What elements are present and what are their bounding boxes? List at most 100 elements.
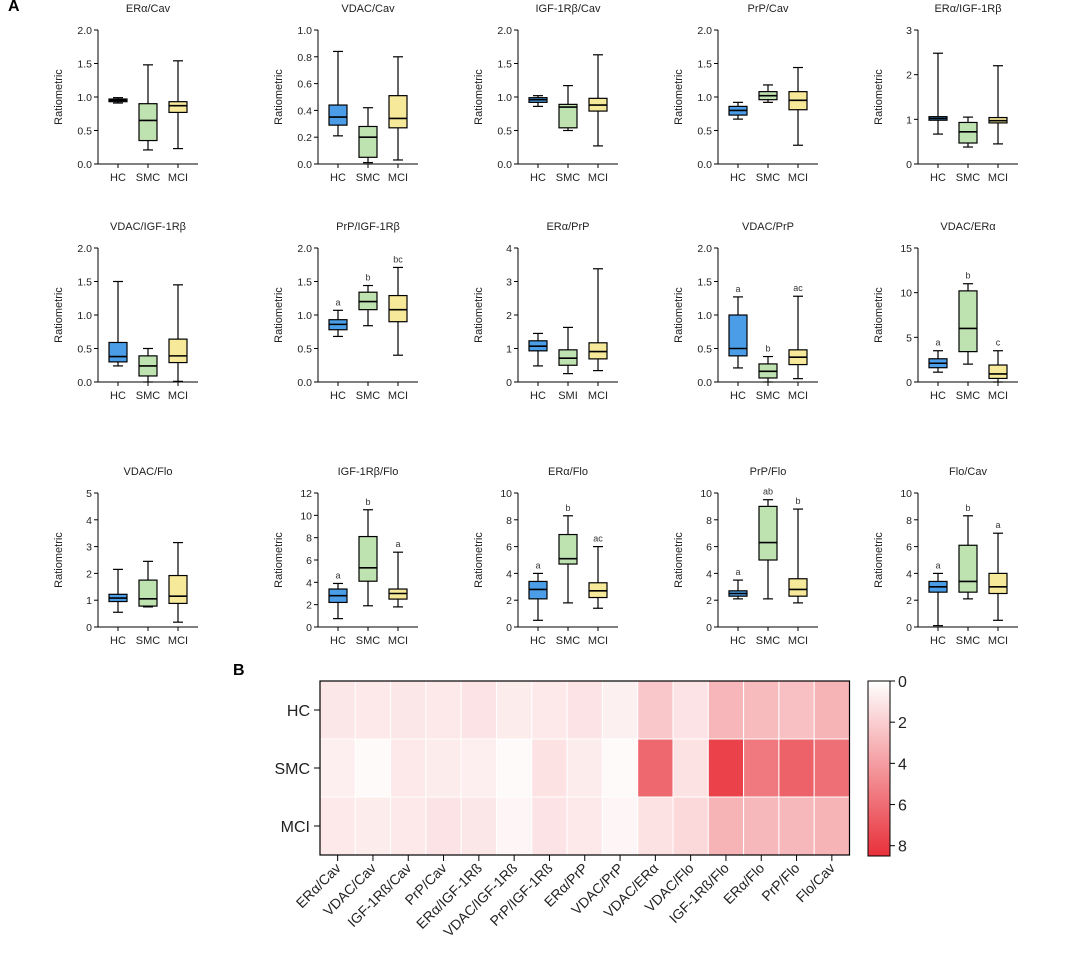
y-tick-label: 0	[906, 622, 912, 634]
y-tick-label: 0.0	[77, 159, 92, 171]
significance-letter: ab	[763, 487, 773, 497]
box-mci	[168, 574, 188, 605]
heatmap-cell	[496, 738, 533, 798]
boxplot-chart: VDAC/ERα Ratiometric 0 5 10 15 HC a SMC b MCI c	[873, 221, 1018, 402]
box-mci	[988, 572, 1008, 595]
y-tick-label: 0.5	[297, 344, 312, 356]
colorbar-tick-label: 2	[898, 715, 907, 732]
box-smc	[558, 103, 578, 129]
x-tick-label: HC	[110, 635, 126, 647]
heatmap-cell	[460, 680, 498, 740]
y-axis-label: Ratiometric	[473, 287, 485, 343]
x-tick-label: HC	[110, 172, 126, 184]
box-mci	[788, 578, 808, 597]
heatmap-cell	[743, 680, 780, 740]
y-tick-label: 2	[506, 310, 512, 322]
x-tick-label: MCI	[788, 172, 808, 184]
heatmap-chart: HCSMCMCIERα/CavVDAC/CavIGF-1Rß/CavPrP/Ca…	[274, 674, 907, 940]
chart-title: VDAC/ERα	[940, 221, 996, 233]
y-tick-label: 0.0	[297, 377, 312, 389]
chart-title: ERα/PrP	[546, 221, 589, 233]
y-tick-label: 0	[906, 377, 912, 389]
y-tick-label: 0.5	[77, 344, 92, 356]
y-tick-label: 8	[706, 515, 712, 527]
significance-letter: a	[335, 570, 340, 580]
heatmap-cell	[637, 738, 674, 798]
heatmap-cell	[390, 796, 427, 856]
chart-title: ERα/Cav	[126, 3, 171, 15]
panel-label-b: B	[233, 662, 245, 679]
x-tick-label: SMC	[136, 172, 161, 184]
x-tick-label: SMC	[136, 390, 161, 402]
colorbar-tick-label: 4	[898, 756, 907, 773]
heatmap-cell	[778, 680, 815, 740]
significance-letter: b	[365, 273, 370, 283]
x-tick-label: MCI	[168, 172, 188, 184]
y-tick-label: 1.0	[697, 92, 712, 104]
y-tick-label: 1.5	[77, 277, 92, 289]
y-tick-label: 0.0	[497, 159, 512, 171]
chart-title: IGF-1Rβ/Cav	[535, 3, 601, 15]
significance-letter: b	[965, 503, 970, 513]
heatmap-column-label: Flo/Cav	[793, 860, 838, 905]
colorbar	[867, 680, 891, 857]
y-tick-label: 15	[900, 243, 912, 255]
y-axis-label: Ratiometric	[473, 532, 485, 588]
x-tick-label: SMC	[756, 635, 781, 647]
y-tick-label: 4	[906, 568, 912, 580]
significance-letter: bc	[393, 254, 403, 264]
boxplot-chart: VDAC/IGF-1Rβ Ratiometric 0.0 0.5 1.0 1.5 2.0 HC…	[53, 221, 198, 402]
y-tick-label: 0	[306, 622, 312, 634]
y-tick-label: 10	[500, 488, 512, 500]
boxplot-chart: ERα/Flo Ratiometric 0 2 4 6 8 10 HC a SMC b MCI ac	[473, 466, 618, 647]
y-tick-label: 0.5	[697, 344, 712, 356]
heatmap-cell	[319, 796, 356, 856]
y-tick-label: 1	[86, 595, 92, 607]
boxplot-chart: ERα/IGF-1Rβ Ratiometric 0 1 2 3 HC SMC MCI	[873, 3, 1018, 184]
box-mci	[168, 338, 188, 364]
heatmap-cell	[425, 796, 462, 856]
x-tick-label: SMC	[556, 172, 581, 184]
y-tick-label: 0.5	[697, 126, 712, 138]
heatmap-cell	[601, 796, 639, 856]
y-tick-label: 0.0	[697, 377, 712, 389]
chart-title: IGF-1Rβ/Flo	[338, 466, 399, 478]
y-axis-label: Ratiometric	[53, 69, 65, 125]
chart-title: VDAC/PrP	[742, 221, 794, 233]
y-tick-label: 0.0	[77, 377, 92, 389]
y-tick-label: 2.0	[697, 243, 712, 255]
y-tick-label: 10	[300, 510, 312, 522]
chart-title: PrP/Cav	[748, 3, 789, 15]
y-axis-label: Ratiometric	[873, 287, 885, 343]
y-tick-label: 0.5	[77, 126, 92, 138]
heatmap-cell	[707, 738, 745, 798]
y-tick-label: 1.0	[297, 310, 312, 322]
x-tick-label: HC	[730, 172, 746, 184]
boxplot-chart: ERα/Cav Ratiometric 0.0 0.5 1.0 1.5 2.0 HC SMC MC…	[53, 3, 198, 184]
y-tick-label: 2.0	[297, 243, 312, 255]
box-mci	[388, 294, 408, 323]
significance-letter: ac	[793, 283, 803, 293]
y-tick-label: 2.0	[77, 243, 92, 255]
significance-letter: b	[795, 496, 800, 506]
y-tick-label: 1.5	[697, 277, 712, 289]
y-tick-label: 6	[706, 542, 712, 554]
y-tick-label: 0	[506, 622, 512, 634]
y-tick-label: 2	[86, 568, 92, 580]
y-tick-label: 0.5	[497, 126, 512, 138]
y-axis-label: Ratiometric	[673, 532, 685, 588]
significance-letter: a	[995, 520, 1000, 530]
significance-letter: b	[565, 503, 570, 513]
heatmap-cell	[460, 738, 498, 798]
x-tick-label: MCI	[788, 635, 808, 647]
y-tick-label: 2.0	[497, 25, 512, 37]
y-tick-label: 1	[906, 114, 912, 126]
heatmap-cell	[672, 680, 709, 740]
y-tick-label: 10	[700, 488, 712, 500]
y-tick-label: 0	[506, 377, 512, 389]
x-tick-label: HC	[530, 172, 546, 184]
boxplot-chart: ERα/PrP Ratiometric 0 1 2 3 4 HC SMI MCI	[473, 221, 618, 402]
significance-letter: c	[996, 338, 1001, 348]
chart-title: PrP/IGF-1Rβ	[336, 221, 400, 233]
heatmap-cell	[425, 738, 462, 798]
